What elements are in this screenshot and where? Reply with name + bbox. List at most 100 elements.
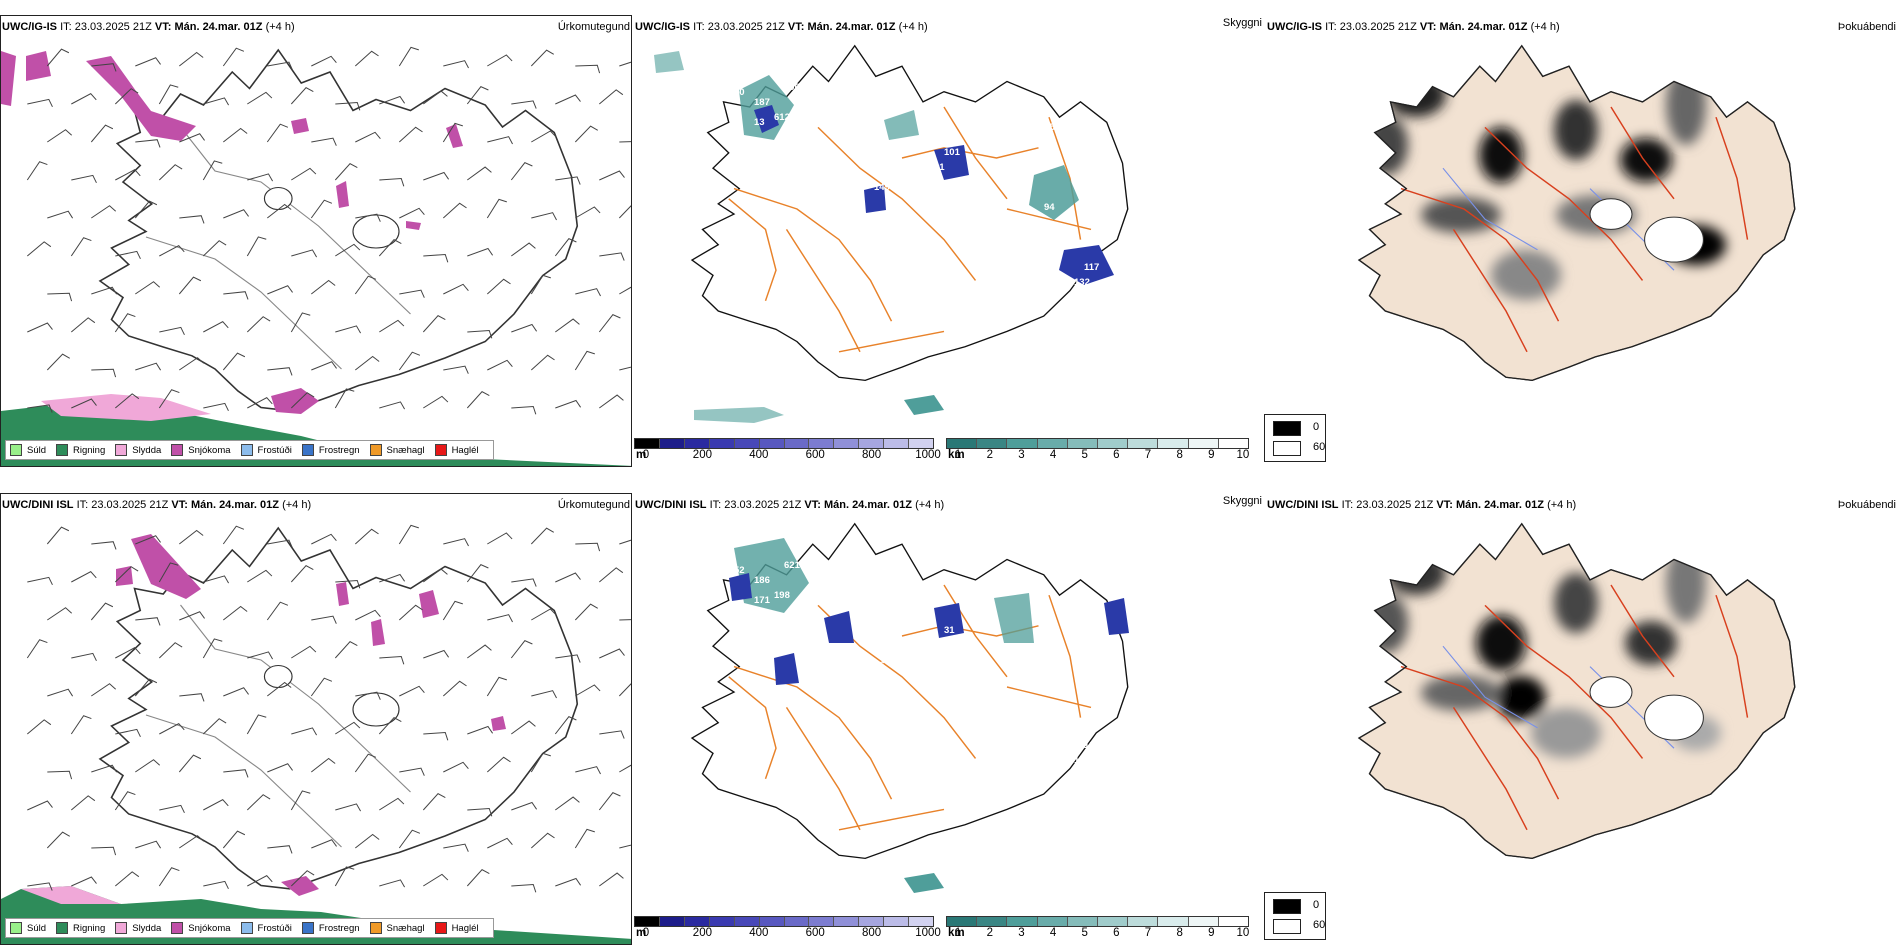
legend-item: Slydda (115, 444, 161, 456)
legend-label: Snjókoma (188, 922, 231, 934)
cloud-base-value: 41 (934, 640, 945, 651)
visibility-colorbar: km 1 2 3 4 5 6 7 8 9 10 (946, 916, 1249, 939)
legend-swatch (369, 922, 382, 934)
legend-item: Frostúði (240, 922, 292, 934)
colorbar-tick: 600 (805, 927, 825, 939)
fog-legend-value: 0 (1313, 899, 1320, 911)
legend-swatch (115, 444, 128, 456)
legend-label: Frostregn (318, 922, 360, 934)
fog-swatch-white (1273, 441, 1301, 456)
colorbar-unit: m (636, 449, 647, 461)
fog-panel-label: Þokuábendi (1837, 499, 1896, 511)
fog-indicator-panel: UWC/DINI ISL IT: 23.03.2025 21Z VT: Mán.… (1266, 478, 1900, 948)
colorbar-tick: 9 (1208, 927, 1215, 939)
colorbar-tick: 600 (805, 449, 825, 461)
fog-legend-value: 60 (1313, 919, 1326, 931)
cloud-base-value: 101 (944, 147, 961, 158)
colorbar-unit: m (636, 927, 647, 939)
precip-type-map (1, 16, 631, 466)
legend-item: Rigning (56, 922, 105, 934)
fog-legend-value: 60 (1313, 441, 1326, 453)
colorbar-tick: 5 (1081, 927, 1088, 939)
legend-swatch (240, 922, 253, 934)
cloud-base-value: 187 (754, 97, 770, 108)
panel-title: UWC/DINI ISL IT: 23.03.2025 21Z VT: Mán.… (635, 499, 945, 511)
legend-swatch (10, 444, 22, 456)
colorbar-tick: 200 (692, 927, 712, 939)
fog-legend: 0 60 (1264, 414, 1326, 462)
legend-swatch (301, 922, 314, 934)
fog-swatch-black (1273, 421, 1301, 436)
legend-label: Rigning (73, 444, 106, 456)
forecast-row-igis: Súld Rigning Slydda Snjókoma Frostúði Frostre… (0, 0, 1900, 470)
precip-type-map-frame: Súld Rigning Slydda Snjókoma Frostúði Frostre… (0, 493, 632, 945)
colorbar-tick: 2 (986, 449, 993, 461)
cloud-base-value: 311 (1024, 695, 1040, 706)
colorbar-tick: 4 (1049, 927, 1057, 939)
cloud-base-value: 621 (784, 560, 801, 571)
fog-swatch-white (1273, 919, 1301, 934)
legend-swatch (434, 922, 447, 934)
colorbar-tick: 800 (862, 927, 882, 939)
legend-item: Frostregn (301, 922, 360, 934)
cloud-base-value: 114 (1024, 217, 1040, 228)
cloud-base-value: 265 (1039, 122, 1056, 133)
cloud-base-value: 55 (984, 187, 995, 198)
fog-swatch-black (1273, 899, 1301, 914)
legend-swatch (56, 444, 69, 456)
legend-item: Snæhagl (369, 922, 425, 934)
fog-indicator-panel: UWC/IG-IS IT: 23.03.2025 21Z VT: Mán. 24… (1266, 0, 1900, 470)
colorbar-tick: 200 (692, 449, 712, 461)
cloud-base-value: 101 (1084, 740, 1101, 751)
colorbar-tick: 5 (1081, 449, 1088, 461)
legend-label: Snæhagl (386, 444, 425, 456)
cloud-base-value: 171 (754, 595, 771, 606)
legend-item: Haglél (434, 444, 479, 456)
legend-swatch (10, 922, 22, 934)
cloud-base-value: 31 (944, 625, 955, 636)
panel-title: UWC/DINI ISL IT: 23.03.2025 21Z VT: Mán.… (2, 499, 312, 511)
legend-swatch (301, 444, 314, 456)
precip-type-panel: Súld Rigning Slydda Snjókoma Frostúði Frostre… (0, 0, 634, 470)
legend-label: Súld (27, 922, 47, 934)
cloud-panel-label: Skyggni (1222, 17, 1262, 29)
legend-label: Slydda (132, 922, 162, 934)
legend-label: Haglél (451, 922, 479, 934)
legend-item: Frostúði (240, 444, 292, 456)
legend-item: Súld (10, 922, 46, 934)
cloudbase-colorbar: m 0 200 400 600 800 1000 (634, 438, 941, 461)
precip-type-map-frame: Súld Rigning Slydda Snjókoma Frostúði Frostre… (0, 15, 632, 467)
colorbar-tick: 4 (1049, 449, 1057, 461)
legend-swatch (434, 444, 447, 456)
cloud-base-value: 10 (854, 197, 865, 208)
colorbar-tick: 6 (1113, 449, 1120, 461)
legend-label: Súld (27, 444, 47, 456)
cloud-base-value: 132 (1074, 277, 1090, 288)
colorbar-tick: 1000 (915, 927, 941, 939)
fog-indicator-map (1358, 45, 1796, 382)
legend-label: Snjókoma (188, 444, 231, 456)
cloud-base-value: 52 (734, 565, 745, 576)
cloud-base-value: 116 (1074, 755, 1089, 766)
colorbar-tick: 10 (1236, 449, 1250, 461)
colorbar-tick: 400 (749, 449, 769, 461)
legend-label: Frostúði (257, 444, 292, 456)
forecast-row-dini: Súld Rigning Slydda Snjókoma Frostúði Frostre… (0, 478, 1900, 948)
panel-title: UWC/DINI ISL IT: 23.03.2025 21Z VT: Mán.… (1267, 499, 1577, 511)
cloud-base-value: 612 (774, 112, 790, 123)
colorbar-tick: 8 (1176, 927, 1183, 939)
precip-type-panel: Súld Rigning Slydda Snjókoma Frostúði Frostre… (0, 478, 634, 948)
colorbar-tick: 2 (986, 927, 993, 939)
legend-label: Snæhagl (386, 922, 425, 934)
legend-item: Súld (10, 444, 46, 456)
legend-swatch (171, 922, 184, 934)
legend-swatch (115, 922, 128, 934)
legend-label: Rigning (73, 922, 106, 934)
legend-swatch (369, 444, 382, 456)
cloud-base-value: 13 (754, 117, 765, 128)
cloud-base-value: 117 (1084, 262, 1099, 273)
cloud-base-value: 28 (984, 665, 995, 676)
panel-title: UWC/IG-IS IT: 23.03.2025 21Z VT: Mán. 24… (2, 21, 295, 33)
colorbar-unit: km (948, 449, 965, 461)
